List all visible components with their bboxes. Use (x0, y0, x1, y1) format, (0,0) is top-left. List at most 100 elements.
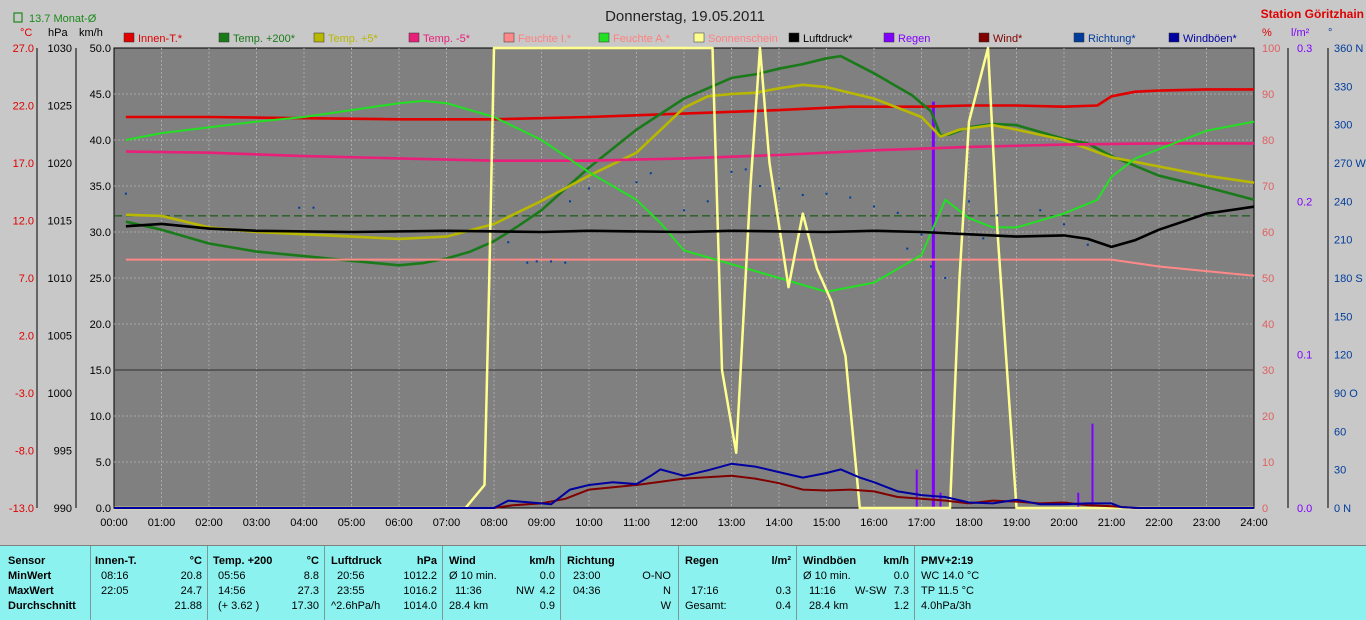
stats-wind-column: Wind km/h Ø 10 min. 0.0 11:36 NW 4.2 28.… (442, 546, 561, 620)
direction-dot (1039, 209, 1042, 212)
x-tick-label: 22:00 (1145, 517, 1173, 529)
x-tick-label: 20:00 (1050, 517, 1078, 529)
direction-dot (564, 261, 567, 264)
legend-swatch (408, 32, 420, 43)
x-tick-label: 06:00 (385, 517, 413, 529)
stats-cell: TP 11.5 °C (921, 585, 974, 597)
legend-swatch (693, 32, 705, 43)
stats-cell: 0.4 (775, 600, 791, 612)
stats-wind-title: Wind (449, 555, 476, 567)
stats-luftdruck-title: Luftdruck (331, 555, 382, 567)
rain-bar (931, 101, 935, 509)
rain-tick-label: 0.1 (1297, 350, 1312, 362)
unit-rain: l/m² (1291, 27, 1310, 39)
direction-dot (507, 241, 510, 244)
stats-innen-unit: °C (189, 555, 202, 567)
unit-hpa: hPa (48, 27, 68, 39)
direction-tick-label: 150 (1334, 311, 1352, 323)
stats-cell: ^2.6hPa/h (331, 600, 381, 612)
legend: Innen-T.* Temp. +200* Temp. +5* Temp. -5* Fe… (123, 32, 1238, 45)
direction-dot (744, 168, 747, 171)
direction-tick-label: 60 (1334, 426, 1346, 438)
stats-temp200-unit: °C (306, 555, 319, 567)
hpa-tick-label: 1020 (48, 158, 72, 170)
stats-regen-title: Regen (685, 555, 719, 567)
kmh-tick-label: 10.0 (90, 411, 111, 423)
direction-tick-label: 330 (1334, 81, 1352, 93)
stats-cell: W (660, 600, 671, 612)
legend-label: Richtung* (1088, 33, 1136, 45)
legend-swatch (313, 32, 325, 43)
stats-cell: N (663, 585, 671, 597)
legend-label: Feuchte I.* (518, 33, 572, 45)
weather-chart: 00:00 01:00 02:00 03:00 04:00 05:00 06:00 07:00… (8, 7, 1366, 529)
unit-percent: % (1262, 27, 1272, 39)
stats-cell: 1012.2 (403, 570, 437, 582)
kmh-tick-label: 20.0 (90, 319, 111, 331)
axes-layer: 00:00 01:00 02:00 03:00 04:00 05:00 06:00 07:00… (9, 43, 1366, 529)
stats-pmv-column: PMV+2:19 WC 14.0 °C TP 11.5 °C 4.0hPa/3h (914, 546, 1035, 620)
stats-cell: Ø 10 min. (449, 570, 497, 582)
legend-swatch (883, 32, 895, 43)
stats-regen-column: Regen l/m² 17:16 0.3 Gesamt: 0.4 (678, 546, 797, 620)
series-line (125, 142, 1254, 162)
direction-dot (1086, 243, 1089, 246)
stats-cell: 14:56 (218, 585, 246, 597)
month-avg-icon (13, 12, 23, 23)
legend-label: Temp. -5* (423, 33, 471, 45)
direction-dot (298, 206, 301, 209)
series-layer (114, 46, 1255, 510)
x-tick-label: 15:00 (813, 517, 841, 529)
direction-tick-label: 210 (1334, 235, 1352, 247)
x-tick-label: 09:00 (528, 517, 556, 529)
direction-dot (930, 265, 932, 268)
celsius-tick-label: 17.0 (13, 158, 34, 170)
direction-dot (944, 277, 947, 279)
stats-cell: 27.3 (297, 585, 319, 597)
direction-tick-label: 180 S (1334, 273, 1363, 285)
direction-dot (896, 211, 899, 214)
stats-luftdruck-column: Luftdruck hPa 20:56 1012.2 23:55 1016.2 … (324, 546, 443, 620)
legend-label: Temp. +200* (233, 33, 296, 45)
direction-dot (649, 172, 652, 175)
stats-cell: 24.7 (180, 585, 202, 597)
stats-innen-title: Innen-T. (95, 555, 137, 567)
series-line (125, 99, 1255, 293)
hpa-tick-label: 1010 (48, 273, 72, 285)
series-line (125, 83, 1255, 241)
series-line (125, 205, 1255, 249)
direction-tick-label: 0 N (1334, 503, 1351, 515)
stats-cell: 7.3 (893, 585, 909, 597)
stats-regen-unit: l/m² (771, 555, 791, 567)
celsius-tick-label: 12.0 (13, 216, 34, 228)
stats-cell: 05:56 (218, 570, 246, 582)
stats-cell: WC 14.0 °C (921, 570, 980, 582)
stats-luftdruck-unit: hPa (416, 555, 437, 567)
rain-bar (915, 469, 918, 508)
direction-tick-label: 120 (1334, 350, 1352, 362)
direction-tick-label: 90 O (1334, 388, 1358, 400)
direction-dot (730, 170, 733, 173)
direction-dot (849, 196, 852, 199)
legend-swatch (123, 32, 135, 43)
stats-row-label: MinWert (8, 570, 52, 582)
stats-windboeen-unit: km/h (883, 555, 909, 567)
rain-bar (1077, 492, 1080, 508)
hpa-tick-label: 1000 (48, 388, 72, 400)
stats-cell: 22:05 (101, 585, 129, 597)
hpa-tick-label: 1015 (48, 216, 72, 228)
legend-swatch (978, 32, 990, 43)
direction-dot (1063, 223, 1065, 226)
direction-dot (588, 187, 590, 190)
direction-dot (825, 192, 828, 195)
unit-degree: ° (1328, 27, 1332, 39)
legend-swatch (598, 32, 610, 43)
direction-dot (312, 206, 315, 209)
stats-cell: 17:16 (691, 585, 719, 597)
celsius-tick-label: -8.0 (15, 446, 34, 458)
percent-tick-label: 10 (1262, 457, 1274, 469)
kmh-tick-label: 25.0 (90, 273, 111, 285)
stats-richtung-title: Richtung (567, 555, 615, 567)
x-tick-label: 19:00 (1003, 517, 1031, 529)
series-line (114, 46, 1254, 510)
